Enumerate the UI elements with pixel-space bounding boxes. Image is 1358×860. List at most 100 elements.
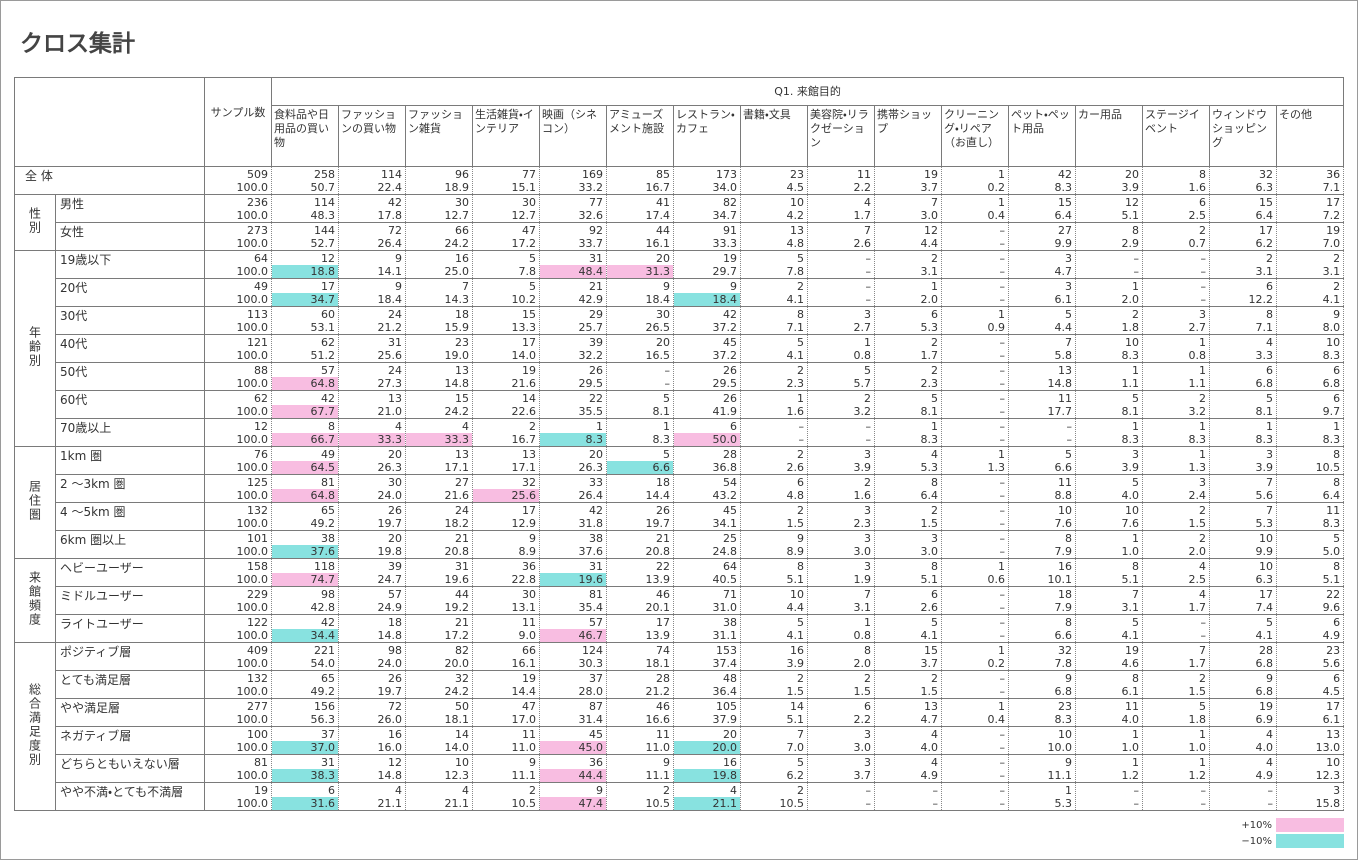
count: 169 — [582, 167, 603, 181]
count: 15 — [1259, 195, 1273, 209]
value-cell: 20 26.3 — [338, 446, 406, 475]
count: 118 — [314, 559, 335, 573]
value-cell: 10 10.0 — [1008, 726, 1076, 755]
value-cell: 19 4.6 — [1075, 642, 1143, 671]
percent: 18.4 — [645, 292, 671, 306]
count: 8 — [1333, 447, 1341, 461]
count: 509 — [247, 167, 268, 181]
value-cell: 11 17.7 — [1008, 390, 1076, 419]
count: – — [999, 587, 1006, 601]
value-cell: 3 4.7 — [1008, 250, 1076, 279]
count: 1 — [864, 615, 871, 629]
data-row: 60代 62 100.0 42 67.7 13 21.0 15 24.2 14 22.6 22 35.5… — [15, 390, 1345, 419]
percent: 8.3 — [1121, 432, 1140, 446]
count: 64 — [723, 559, 737, 573]
value-cell: 16 19.8 — [673, 754, 741, 783]
count: – — [999, 615, 1006, 629]
value-cell: 6 31.6 — [271, 782, 339, 811]
count: 15 — [522, 307, 536, 321]
value-cell: 6 5.3 — [874, 306, 942, 335]
percent: 6.8 — [1255, 376, 1274, 390]
percent: 6.6 — [1054, 628, 1073, 642]
value-cell: 23 4.5 — [740, 166, 808, 195]
count: 2 — [1199, 531, 1206, 545]
percent: 5.6 — [1322, 656, 1341, 670]
percent: 100.0 — [236, 768, 269, 782]
value-cell: 16 16.0 — [338, 726, 406, 755]
count: 122 — [247, 615, 268, 629]
value-cell: 1 1.1 — [1075, 362, 1143, 391]
value-cell: – – — [941, 670, 1009, 699]
count: 9 — [797, 531, 804, 545]
count: 11 — [1125, 699, 1139, 713]
count: 13 — [388, 391, 402, 405]
value-cell: 221 54.0 — [271, 642, 339, 671]
percent: – — [1066, 432, 1073, 446]
value-cell: 19 21.6 — [472, 362, 540, 391]
count: 6 — [1199, 195, 1206, 209]
count: 47 — [522, 223, 536, 237]
count: 24 — [388, 363, 402, 377]
percent: 36.4 — [712, 684, 738, 698]
count: 8 — [1132, 671, 1139, 685]
value-cell: 4 4.9 — [874, 754, 942, 783]
count: 31 — [589, 559, 603, 573]
value-cell: 74 18.1 — [606, 642, 674, 671]
value-cell: 100 100.0 — [204, 726, 272, 755]
value-cell: 2 2.3 — [874, 362, 942, 391]
value-cell: 30 12.7 — [405, 194, 473, 223]
percent: 100.0 — [236, 740, 269, 754]
value-cell: 2 0.7 — [1142, 222, 1210, 251]
value-cell: 4 4.0 — [1209, 726, 1277, 755]
percent: 3.9 — [1255, 460, 1274, 474]
percent: 6.1 — [1054, 292, 1073, 306]
percent: 33.3 — [712, 236, 738, 250]
count: 7 — [931, 195, 938, 209]
count: 12 — [1125, 195, 1139, 209]
count: 76 — [254, 447, 268, 461]
value-cell: 1 1.2 — [1075, 754, 1143, 783]
percent: 7.0 — [786, 740, 805, 754]
group-label: 総合満足度別 — [27, 683, 42, 767]
percent: 4.5 — [786, 180, 805, 194]
percent: 3.1 — [920, 264, 939, 278]
percent: 1.6 — [853, 488, 872, 502]
percent: 33.7 — [578, 236, 604, 250]
count: 82 — [455, 643, 469, 657]
percent: 6.9 — [1255, 712, 1274, 726]
value-cell: 28 36.8 — [673, 446, 741, 475]
value-cell: – – — [941, 782, 1009, 811]
percent: 2.6 — [853, 236, 872, 250]
value-cell: 7 3.1 — [807, 586, 875, 615]
percent: 9.9 — [1255, 544, 1274, 558]
value-cell: 4 3.3 — [1209, 334, 1277, 363]
value-cell: 71 31.0 — [673, 586, 741, 615]
value-cell: 17 12.9 — [472, 502, 540, 531]
value-cell: 2 2.6 — [740, 446, 808, 475]
value-cell: 3 3.7 — [807, 754, 875, 783]
value-cell: 26 19.7 — [338, 670, 406, 699]
value-cell: 2 3.1 — [1209, 250, 1277, 279]
count: 60 — [321, 307, 335, 321]
value-cell: – – — [874, 782, 942, 811]
value-cell: 46 20.1 — [606, 586, 674, 615]
count: 2 — [1132, 307, 1139, 321]
percent: 19.6 — [444, 572, 470, 586]
value-cell: 66 24.2 — [405, 222, 473, 251]
value-cell: 9 11.1 — [472, 754, 540, 783]
count: 82 — [723, 195, 737, 209]
count: 31 — [589, 251, 603, 265]
data-row: どちらともいえない層 81 100.0 31 38.3 12 14.8 10 12.3 9 11.1… — [15, 754, 1345, 783]
count: 6 — [1333, 363, 1341, 377]
count: 45 — [723, 335, 737, 349]
count: 23 — [1058, 699, 1072, 713]
value-cell: – – — [1142, 250, 1210, 279]
percent: 1.5 — [853, 684, 872, 698]
percent: 100.0 — [236, 460, 269, 474]
value-cell: 9 18.4 — [673, 278, 741, 307]
count: 2 — [797, 279, 804, 293]
value-cell: 24 18.2 — [405, 502, 473, 531]
value-cell: 153 37.4 — [673, 642, 741, 671]
percent: 22.8 — [511, 572, 537, 586]
count: 7 — [462, 279, 469, 293]
